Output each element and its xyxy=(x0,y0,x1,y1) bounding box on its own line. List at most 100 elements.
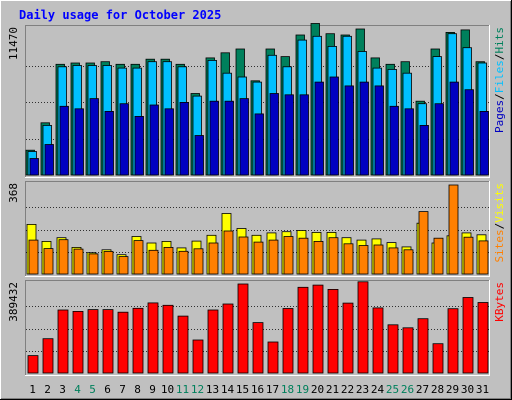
bar-pages-day-20 xyxy=(314,81,324,176)
x-tick-label: 6 xyxy=(104,383,111,396)
bar-kbytes-day-31 xyxy=(477,302,489,374)
x-tick-label: 18 xyxy=(281,383,294,396)
legend-item-kbytes: KBytes xyxy=(493,282,506,322)
bar-sites-day-8 xyxy=(133,240,144,275)
bar-pages-day-28 xyxy=(434,103,444,176)
bar-pages-day-18 xyxy=(284,94,294,176)
bar-pages-day-1 xyxy=(29,158,39,176)
bar-sites-day-15 xyxy=(238,236,249,275)
x-tick-label: 1 xyxy=(29,383,36,396)
x-axis-day-labels: 1 2 3 4 5 6 7 8 9 10 11 12 13 14 15 16 17 18 19 20 21 22 23 24 2… xyxy=(29,383,489,396)
bar-sites-day-30 xyxy=(463,236,474,275)
legend-volume: KBytes xyxy=(493,282,506,322)
bar-pages-day-7 xyxy=(119,103,129,176)
panel-traffic: 11470 Pages/Files/Hits xyxy=(7,23,506,178)
x-tick-label: 19 xyxy=(296,383,309,396)
x-tick-label: 30 xyxy=(461,383,474,396)
x-tick-label: 2 xyxy=(44,383,51,396)
bar-kbytes-day-10 xyxy=(162,304,174,374)
max-label-volume: 389432 xyxy=(7,282,20,322)
bar-sites-day-13 xyxy=(208,242,219,275)
bar-sites-day-2 xyxy=(43,248,54,275)
bar-sites-day-18 xyxy=(283,236,294,275)
bar-sites-day-11 xyxy=(178,250,189,275)
x-tick-label: 5 xyxy=(89,383,96,396)
bar-kbytes-day-13 xyxy=(207,309,219,374)
bar-pages-day-15 xyxy=(239,98,249,176)
bar-sites-day-1 xyxy=(28,239,39,275)
chart-panels: 11470Pages/Files/Hits368Sites/Visits3894… xyxy=(7,23,506,376)
bars-volume xyxy=(27,281,489,374)
bar-sites-day-26 xyxy=(403,249,414,275)
bar-pages-day-30 xyxy=(464,89,474,176)
bar-kbytes-day-30 xyxy=(462,297,474,374)
bar-kbytes-day-27 xyxy=(417,318,429,374)
bar-kbytes-day-19 xyxy=(297,286,309,374)
bar-kbytes-day-9 xyxy=(147,302,159,374)
bar-kbytes-day-4 xyxy=(72,310,84,374)
bar-pages-day-4 xyxy=(74,108,84,176)
x-tick-label: 31 xyxy=(476,383,489,396)
x-tick-label: 16 xyxy=(251,383,264,396)
bar-sites-day-24 xyxy=(373,244,384,275)
x-tick-label: 24 xyxy=(371,383,385,396)
bar-kbytes-day-20 xyxy=(312,284,324,374)
bar-sites-day-12 xyxy=(193,248,204,275)
bar-sites-day-16 xyxy=(253,241,264,275)
bar-kbytes-day-17 xyxy=(267,341,279,374)
legend-visitors: Sites/Visits xyxy=(493,183,506,263)
chart-title: Daily usage for October 2025 xyxy=(19,8,221,22)
max-label-visitors: 368 xyxy=(7,183,20,203)
x-tick-label: 13 xyxy=(206,383,219,396)
bar-sites-day-29 xyxy=(448,184,459,275)
bar-pages-day-16 xyxy=(254,113,264,176)
bar-sites-day-20 xyxy=(313,240,324,275)
max-label-traffic: 11470 xyxy=(7,27,20,60)
bar-pages-day-8 xyxy=(134,116,144,176)
bars-traffic xyxy=(25,23,489,176)
x-tick-label: 20 xyxy=(311,383,324,396)
bar-pages-day-9 xyxy=(149,104,159,176)
legend-separator: / xyxy=(493,93,506,100)
x-tick-label: 28 xyxy=(431,383,444,396)
bar-kbytes-day-14 xyxy=(222,303,234,374)
x-tick-label: 9 xyxy=(149,383,156,396)
bar-kbytes-day-26 xyxy=(402,327,414,374)
bar-pages-day-13 xyxy=(209,100,219,176)
bar-pages-day-26 xyxy=(404,108,414,176)
bar-pages-day-25 xyxy=(389,105,399,176)
bar-pages-day-24 xyxy=(374,85,384,176)
bar-sites-day-10 xyxy=(163,246,174,275)
bar-kbytes-day-2 xyxy=(42,338,54,374)
x-tick-label: 17 xyxy=(266,383,279,396)
legend-item-hits: Hits xyxy=(493,27,506,54)
bar-sites-day-19 xyxy=(298,237,309,275)
legend-separator: / xyxy=(493,54,506,61)
bar-sites-day-17 xyxy=(268,239,279,275)
legend-item-pages: Pages xyxy=(493,100,506,133)
bar-kbytes-day-29 xyxy=(447,308,459,374)
legend-traffic: Pages/Files/Hits xyxy=(493,27,506,133)
bar-kbytes-day-3 xyxy=(57,309,69,374)
bar-sites-day-21 xyxy=(328,237,339,275)
x-tick-label: 15 xyxy=(236,383,249,396)
x-tick-label: 10 xyxy=(161,383,174,396)
x-tick-label: 12 xyxy=(191,383,204,396)
x-tick-label: 14 xyxy=(221,383,235,396)
bar-kbytes-day-28 xyxy=(432,343,444,374)
bar-pages-day-6 xyxy=(104,111,114,176)
legend-item-visits: Visits xyxy=(493,183,506,223)
bar-kbytes-day-21 xyxy=(327,288,339,374)
x-tick-label: 29 xyxy=(446,383,459,396)
bar-sites-day-14 xyxy=(223,230,234,275)
bar-pages-day-17 xyxy=(269,93,279,176)
x-tick-label: 4 xyxy=(74,383,81,396)
bar-sites-day-4 xyxy=(73,248,84,275)
bar-sites-day-27 xyxy=(418,211,429,275)
legend-item-sites: Sites xyxy=(493,229,506,262)
bar-pages-day-14 xyxy=(224,100,234,176)
bar-sites-day-5 xyxy=(88,253,99,275)
bar-pages-day-11 xyxy=(179,102,189,176)
bar-kbytes-day-8 xyxy=(132,307,144,374)
